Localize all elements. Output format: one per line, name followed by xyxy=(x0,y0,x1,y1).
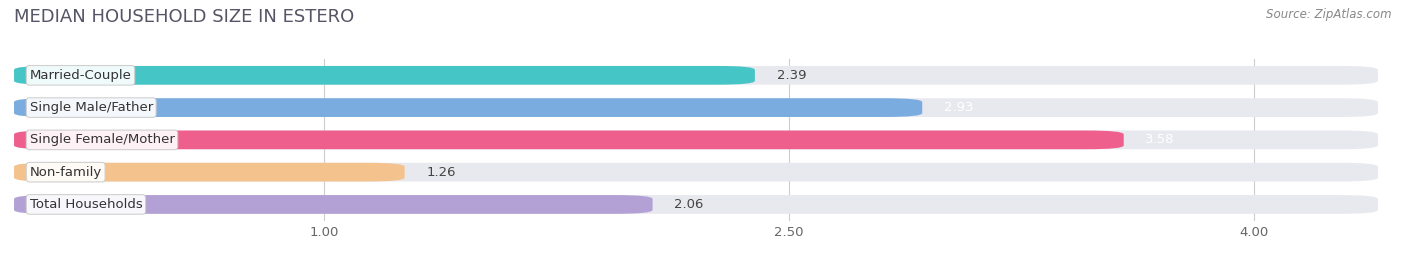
FancyBboxPatch shape xyxy=(14,130,1378,149)
Text: Source: ZipAtlas.com: Source: ZipAtlas.com xyxy=(1267,8,1392,21)
FancyBboxPatch shape xyxy=(14,163,1378,182)
Text: Single Female/Mother: Single Female/Mother xyxy=(30,133,174,146)
Text: 2.06: 2.06 xyxy=(675,198,703,211)
FancyBboxPatch shape xyxy=(14,130,1123,149)
FancyBboxPatch shape xyxy=(14,195,652,214)
FancyBboxPatch shape xyxy=(14,98,922,117)
Text: MEDIAN HOUSEHOLD SIZE IN ESTERO: MEDIAN HOUSEHOLD SIZE IN ESTERO xyxy=(14,8,354,26)
Text: Total Households: Total Households xyxy=(30,198,142,211)
FancyBboxPatch shape xyxy=(14,66,1378,85)
FancyBboxPatch shape xyxy=(14,66,755,85)
Text: Non-family: Non-family xyxy=(30,166,101,179)
FancyBboxPatch shape xyxy=(14,163,405,182)
Text: Married-Couple: Married-Couple xyxy=(30,69,131,82)
FancyBboxPatch shape xyxy=(14,98,1378,117)
Text: 3.58: 3.58 xyxy=(1146,133,1175,146)
Text: 1.26: 1.26 xyxy=(426,166,456,179)
Text: 2.93: 2.93 xyxy=(943,101,973,114)
Text: 2.39: 2.39 xyxy=(776,69,806,82)
FancyBboxPatch shape xyxy=(14,195,1378,214)
Text: Single Male/Father: Single Male/Father xyxy=(30,101,153,114)
